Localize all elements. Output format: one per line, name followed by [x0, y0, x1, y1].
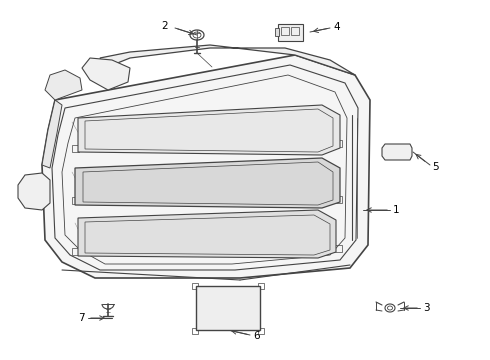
Bar [92, 65, 102, 73]
Text: 1: 1 [393, 205, 400, 215]
Polygon shape [78, 105, 340, 155]
Polygon shape [18, 173, 50, 210]
Bar [72, 248, 79, 255]
Bar [278, 24, 303, 41]
Text: 3: 3 [423, 303, 430, 313]
Bar [208, 296, 224, 308]
Bar [208, 310, 224, 320]
Text: 4: 4 [333, 22, 340, 32]
Polygon shape [382, 144, 412, 160]
Polygon shape [42, 100, 62, 168]
Bar [281, 27, 289, 35]
Bar [335, 245, 342, 252]
Polygon shape [75, 158, 340, 208]
Polygon shape [100, 45, 355, 75]
Bar [196, 286, 260, 330]
Bar [291, 27, 299, 35]
Polygon shape [42, 55, 370, 278]
Bar [107, 68, 115, 74]
Bar [72, 145, 79, 152]
Bar [335, 196, 342, 203]
Bar [26, 180, 38, 190]
Polygon shape [78, 210, 336, 258]
Bar [226, 296, 242, 308]
Polygon shape [82, 58, 130, 90]
Bar [192, 328, 198, 334]
Text: 6: 6 [253, 331, 260, 341]
Bar [26, 193, 38, 203]
Bar [226, 310, 242, 320]
Text: 2: 2 [161, 21, 168, 31]
Text: 5: 5 [432, 162, 439, 172]
Text: 7: 7 [78, 313, 85, 323]
Bar [258, 328, 264, 334]
Bar [258, 283, 264, 289]
Bar [335, 140, 342, 147]
Polygon shape [45, 70, 82, 100]
Bar [192, 283, 198, 289]
Bar [275, 28, 279, 36]
Bar [72, 197, 79, 204]
Bar [60, 80, 68, 86]
